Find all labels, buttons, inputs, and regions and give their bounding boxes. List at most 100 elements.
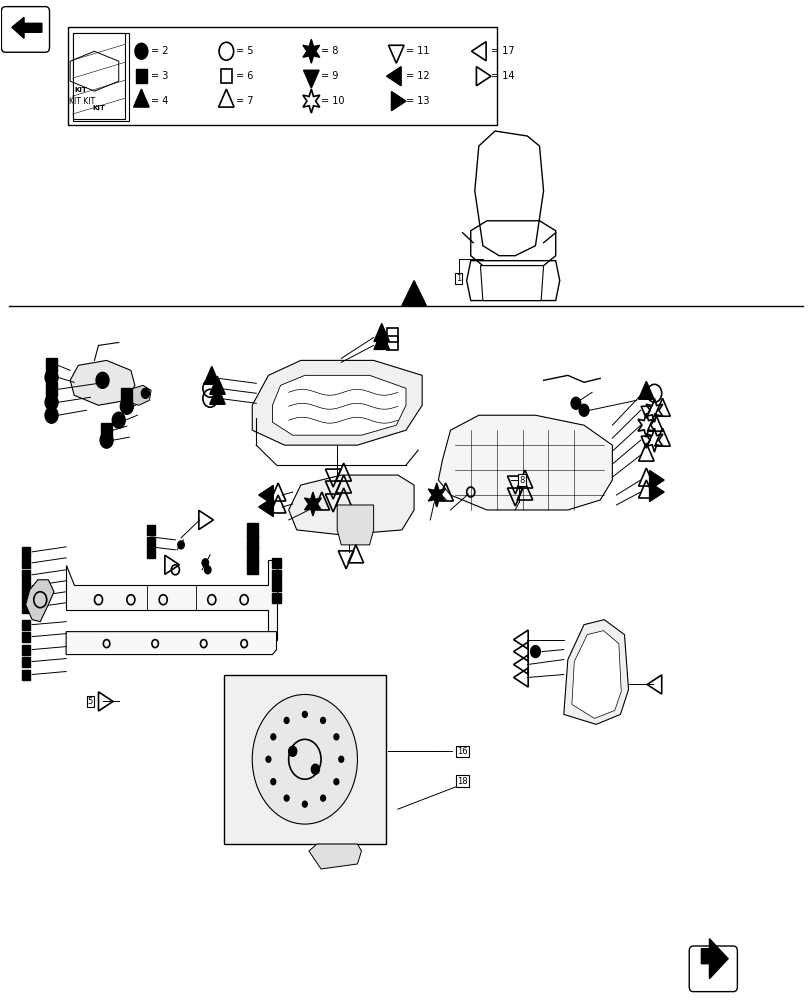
- Text: = 2: = 2: [151, 46, 169, 56]
- Polygon shape: [386, 67, 401, 86]
- Polygon shape: [303, 39, 320, 63]
- Text: = 8: = 8: [320, 46, 338, 56]
- Polygon shape: [571, 631, 620, 718]
- Circle shape: [135, 43, 148, 59]
- Polygon shape: [563, 620, 628, 724]
- FancyBboxPatch shape: [2, 7, 49, 52]
- Polygon shape: [374, 331, 389, 349]
- Bar: [22, 657, 30, 667]
- Circle shape: [96, 372, 109, 388]
- Polygon shape: [637, 381, 654, 399]
- Bar: [247, 547, 258, 561]
- Text: = 14: = 14: [491, 71, 514, 81]
- Polygon shape: [308, 844, 361, 869]
- Bar: [272, 593, 281, 603]
- Circle shape: [333, 734, 338, 740]
- Bar: [221, 69, 232, 83]
- Circle shape: [320, 795, 325, 801]
- Polygon shape: [209, 376, 225, 394]
- Polygon shape: [288, 475, 414, 535]
- Text: = 4: = 4: [151, 96, 168, 106]
- Bar: [22, 558, 30, 568]
- Bar: [147, 548, 155, 558]
- Polygon shape: [70, 360, 135, 405]
- Polygon shape: [26, 580, 54, 622]
- Circle shape: [141, 388, 149, 398]
- Bar: [248, 548, 256, 558]
- Bar: [67, 27, 496, 125]
- Text: KIT: KIT: [74, 87, 87, 93]
- Bar: [386, 336, 397, 350]
- FancyBboxPatch shape: [689, 946, 736, 992]
- Circle shape: [100, 432, 113, 448]
- Text: 8: 8: [518, 476, 524, 485]
- Bar: [22, 620, 30, 630]
- Circle shape: [302, 801, 307, 807]
- Bar: [247, 523, 258, 537]
- Circle shape: [45, 407, 58, 423]
- Text: KIT KIT: KIT KIT: [69, 97, 95, 106]
- Bar: [101, 423, 112, 437]
- Bar: [247, 560, 258, 574]
- Circle shape: [333, 779, 338, 785]
- Circle shape: [252, 694, 357, 824]
- Circle shape: [45, 369, 58, 385]
- Text: = 10: = 10: [320, 96, 344, 106]
- Text: 5: 5: [88, 697, 93, 706]
- Bar: [22, 632, 30, 642]
- Polygon shape: [259, 497, 273, 517]
- Polygon shape: [272, 375, 406, 435]
- Polygon shape: [649, 482, 663, 502]
- Circle shape: [570, 397, 580, 409]
- Bar: [147, 537, 155, 547]
- Text: = 9: = 9: [320, 71, 338, 81]
- Text: = 17: = 17: [491, 46, 514, 56]
- Circle shape: [204, 566, 211, 574]
- Circle shape: [202, 559, 208, 567]
- Text: = 6: = 6: [236, 71, 253, 81]
- Circle shape: [284, 795, 289, 801]
- Bar: [147, 525, 155, 535]
- Polygon shape: [374, 323, 389, 341]
- Polygon shape: [252, 360, 422, 445]
- Text: = 11: = 11: [406, 46, 429, 56]
- Polygon shape: [134, 89, 149, 107]
- Bar: [46, 382, 57, 396]
- Bar: [272, 558, 281, 568]
- Text: = 5: = 5: [236, 46, 253, 56]
- Text: = 7: = 7: [236, 96, 253, 106]
- Text: 16: 16: [457, 747, 467, 756]
- Circle shape: [284, 717, 289, 723]
- Circle shape: [112, 412, 125, 428]
- Circle shape: [311, 764, 319, 774]
- Circle shape: [288, 746, 296, 756]
- Bar: [72, 33, 129, 121]
- Bar: [121, 388, 132, 402]
- Text: = 3: = 3: [151, 71, 168, 81]
- Polygon shape: [391, 92, 406, 111]
- Polygon shape: [304, 492, 321, 516]
- Circle shape: [45, 394, 58, 410]
- Bar: [22, 581, 30, 591]
- Bar: [22, 670, 30, 680]
- Text: 18: 18: [457, 777, 467, 786]
- Circle shape: [266, 756, 271, 762]
- Circle shape: [302, 711, 307, 717]
- Bar: [247, 535, 258, 549]
- Circle shape: [271, 734, 276, 740]
- Bar: [272, 570, 281, 580]
- Polygon shape: [66, 560, 277, 640]
- Bar: [72, 33, 125, 119]
- Polygon shape: [303, 70, 319, 88]
- Bar: [386, 328, 397, 342]
- Bar: [224, 675, 385, 844]
- Bar: [272, 581, 281, 591]
- Bar: [22, 570, 30, 580]
- Polygon shape: [428, 483, 444, 507]
- Bar: [46, 358, 57, 372]
- Bar: [135, 69, 147, 83]
- Circle shape: [271, 779, 276, 785]
- Circle shape: [338, 756, 343, 762]
- Polygon shape: [480, 266, 543, 301]
- Text: = 12: = 12: [406, 71, 429, 81]
